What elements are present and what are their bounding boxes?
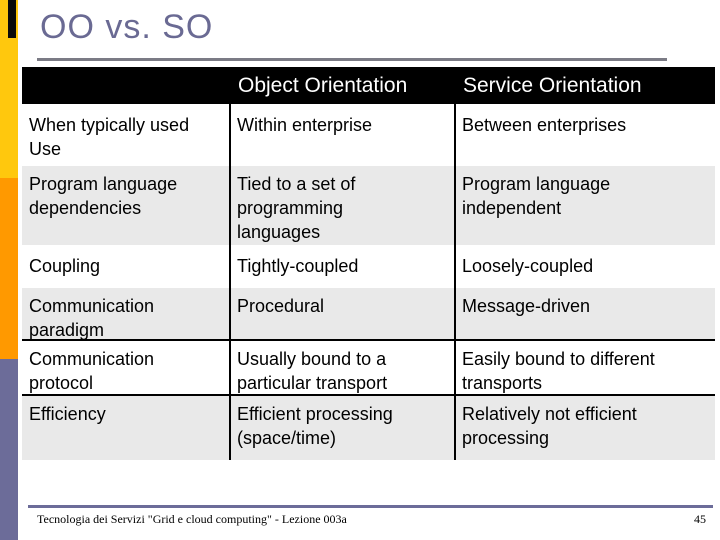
row-header-cell: Efficiency: [29, 404, 106, 424]
table-row: Program language dependencies Tied to a …: [22, 166, 715, 245]
table-header-service-orientation: Service Orientation: [463, 73, 642, 97]
table-cell: Between enterprises: [462, 115, 627, 135]
accent-strip-yellow: [0, 0, 18, 178]
table-header-object-orientation: Object Orientation: [238, 73, 408, 97]
table-row: Efficiency Efficient processing (space/t…: [22, 394, 715, 460]
table-cell: Tied to a set of programming languages: [237, 174, 356, 242]
column-separator: [454, 104, 456, 460]
table-cell: Procedural: [237, 296, 325, 316]
table-cell: Loosely-coupled: [462, 256, 594, 276]
row-header-cell: Communication protocol: [29, 349, 155, 393]
table-cell: Program language independent: [462, 174, 611, 218]
table-cell: Usually bound to a particular transport: [237, 349, 388, 393]
row-header-cell: Program language dependencies: [29, 174, 178, 218]
table-cell: Message-driven: [462, 296, 591, 316]
row-header-cell: Coupling: [29, 256, 101, 276]
accent-dash: [8, 0, 16, 38]
table-cell: Within enterprise: [237, 115, 373, 135]
slide-title: OO vs. SO: [40, 8, 214, 46]
footer-text: Tecnologia dei Servizi "Grid e cloud com…: [37, 512, 347, 526]
table-row: Communication protocol Usually bound to …: [22, 339, 715, 394]
column-separator: [229, 104, 231, 460]
table-cell: Easily bound to different transports: [462, 349, 655, 393]
footer-rule: [28, 505, 713, 508]
table-header-row: Object Orientation Service Orientation: [22, 67, 715, 104]
accent-strip-orange: [0, 178, 18, 359]
table-row: Coupling Tightly-coupled Loosely-coupled: [22, 248, 715, 285]
page-number: 45: [694, 512, 706, 526]
table-row: When typically used Use Within enterpris…: [22, 107, 715, 163]
accent-strip-slate: [0, 359, 18, 540]
table-cell: Efficient processing (space/time): [237, 404, 393, 448]
table-cell: Relatively not efficient processing: [462, 404, 637, 448]
title-underline: [37, 58, 667, 61]
row-header-cell: When typically used Use: [29, 115, 190, 159]
table-cell: Tightly-coupled: [237, 256, 359, 276]
comparison-table: Object Orientation Service Orientation W…: [22, 67, 715, 460]
row-header-cell: Communication paradigm: [29, 296, 155, 340]
table-row: Communication paradigm Procedural Messag…: [22, 288, 715, 340]
